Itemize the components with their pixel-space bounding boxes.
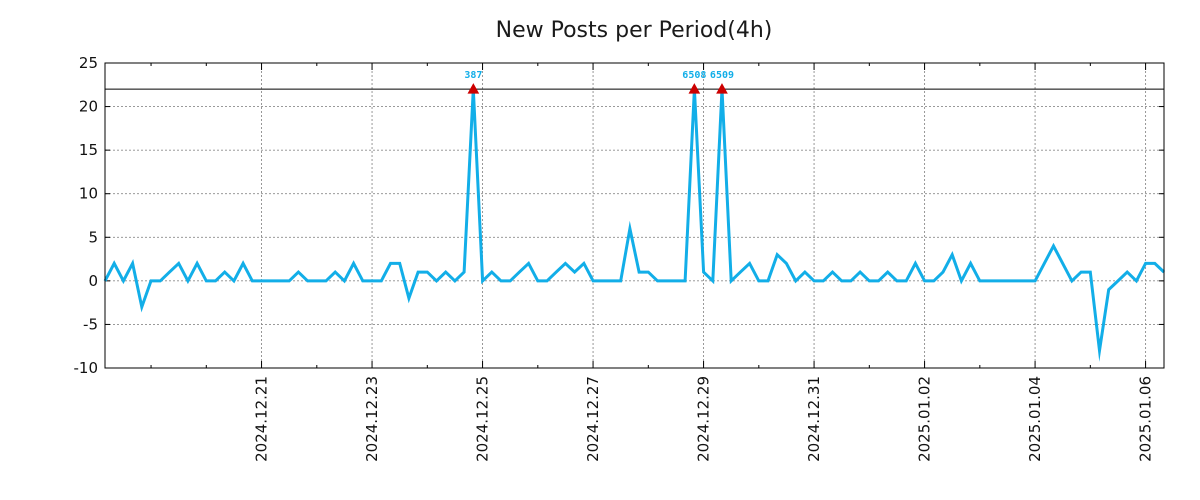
y-tick-label: 15 — [79, 141, 98, 159]
x-tick-label: 2024.12.21 — [253, 376, 271, 462]
grid — [105, 63, 1164, 368]
x-tick-label: 2024.12.23 — [363, 376, 381, 462]
y-tick-label: 10 — [79, 185, 98, 203]
peak-markers: 387 6508 6509 — [464, 70, 734, 94]
plot-frame — [104, 62, 1165, 369]
series-group — [103, 89, 1166, 362]
x-tick-label: 2025.01.02 — [916, 376, 934, 462]
y-tick-label: 5 — [88, 228, 98, 246]
x-tick-label: 2025.01.06 — [1137, 376, 1155, 462]
x-tick-label: 2024.12.25 — [474, 376, 492, 462]
peak-label: 6508 — [682, 70, 706, 81]
peak-marker — [688, 83, 701, 94]
x-tick-label: 2025.01.04 — [1026, 376, 1044, 462]
y-axis: -10 -5 0 5 10 15 20 25 — [74, 54, 1164, 377]
peak-label: 6509 — [710, 70, 734, 81]
x-tick-label: 2024.12.29 — [695, 376, 713, 462]
x-tick-label: 2024.12.27 — [584, 376, 602, 462]
y-tick-label: -5 — [83, 315, 98, 333]
x-axis: 2024.12.21 2024.12.23 2024.12.25 2024.12.27… — [150, 63, 1155, 462]
y-tick-label: 20 — [79, 98, 98, 116]
chart-title: New Posts per Period(4h) — [496, 18, 773, 43]
y-tick-label: 0 — [88, 272, 98, 290]
series-line — [103, 89, 1166, 362]
y-tick-label: -10 — [74, 359, 99, 377]
y-tick-label: 25 — [79, 54, 98, 72]
x-tick-label: 2024.12.31 — [805, 376, 823, 462]
peak-marker — [467, 83, 480, 94]
peak-label: 387 — [464, 70, 482, 81]
peak-marker — [716, 83, 728, 94]
